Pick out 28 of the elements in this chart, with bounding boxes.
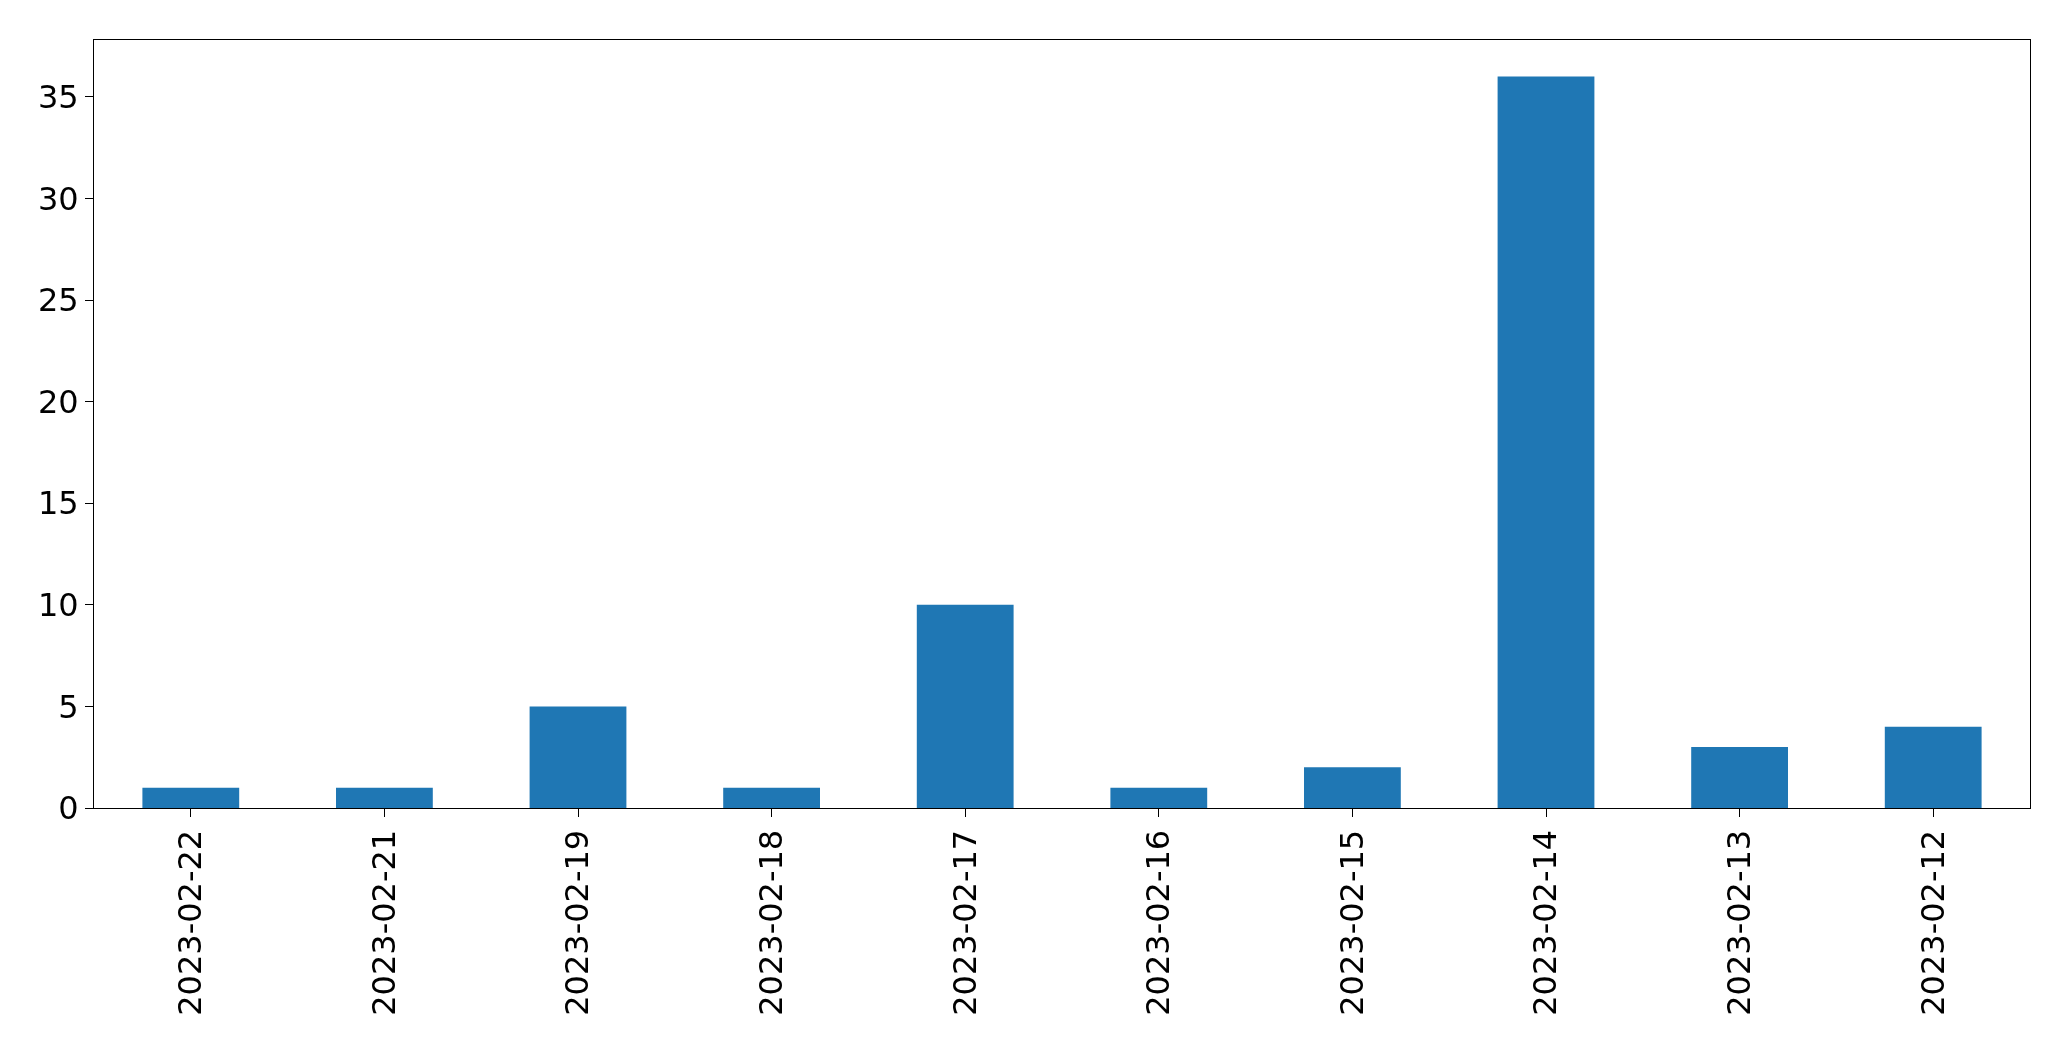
bar	[1304, 767, 1401, 808]
bar	[723, 787, 820, 808]
bar	[142, 787, 240, 808]
x-tick-label: 2023-02-22	[171, 829, 210, 1016]
bar	[1691, 747, 1788, 808]
bar	[1884, 726, 1982, 808]
x-tick-label: 2023-02-13	[1720, 829, 1758, 1016]
y-tick-label: 0	[58, 789, 79, 828]
bar	[1497, 76, 1595, 808]
x-tick-label: 2023-02-15	[1332, 829, 1371, 1016]
x-tick-label: 2023-02-17	[945, 829, 984, 1016]
x-tick-label: 2023-02-21	[364, 829, 403, 1016]
bar	[529, 706, 627, 808]
y-tick-label: 25	[37, 281, 79, 320]
y-tick-label: 35	[37, 78, 79, 117]
bar	[1110, 787, 1208, 808]
bar	[336, 787, 433, 808]
x-tick-label: 2023-02-16	[1139, 829, 1178, 1016]
x-tick-label: 2023-02-19	[558, 829, 597, 1016]
x-tick-label: 2023-02-14	[1526, 829, 1565, 1016]
y-tick-label: 20	[37, 382, 79, 421]
y-tick-label: 30	[37, 179, 79, 218]
y-tick-label: 5	[58, 687, 79, 726]
x-tick-label: 2023-02-12	[1913, 829, 1952, 1016]
y-tick-label: 10	[37, 586, 79, 625]
bar	[916, 604, 1014, 808]
x-tick-label: 2023-02-18	[752, 829, 790, 1016]
y-tick-label: 15	[37, 484, 79, 523]
